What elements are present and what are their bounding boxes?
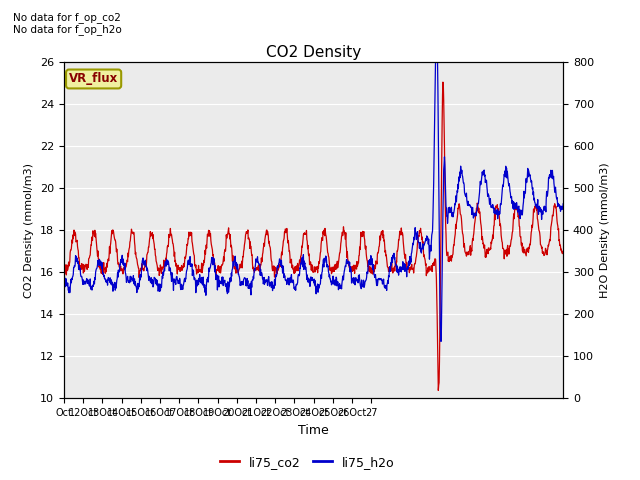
Text: No data for f_op_co2: No data for f_op_co2 <box>13 12 121 23</box>
X-axis label: Time: Time <box>298 424 329 437</box>
Y-axis label: H2O Density (mmol/m3): H2O Density (mmol/m3) <box>600 163 610 298</box>
Title: CO2 Density: CO2 Density <box>266 45 361 60</box>
Legend: li75_co2, li75_h2o: li75_co2, li75_h2o <box>215 451 399 474</box>
Y-axis label: CO2 Density (mmol/m3): CO2 Density (mmol/m3) <box>24 163 35 298</box>
Text: No data for f_op_h2o: No data for f_op_h2o <box>13 24 122 35</box>
Text: VR_flux: VR_flux <box>69 72 118 85</box>
